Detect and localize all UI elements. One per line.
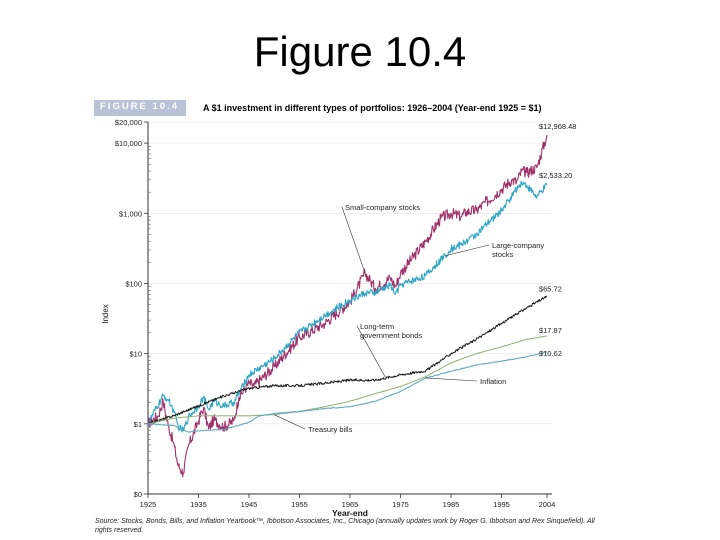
figure-label: FIGURE 10.4 [100, 101, 180, 112]
x-tick-label: 1935 [190, 500, 207, 509]
y-tick-label: $1 [134, 420, 142, 429]
series-end-label: $17.87 [539, 326, 562, 335]
annotation-small-company: Small-company stocks [345, 203, 420, 212]
x-axis-ticks: 1925 1935 1945 1955 1965 1975 1985 1995 2004 [140, 494, 556, 509]
series-end-label: $2,533.20 [539, 171, 572, 180]
annotation-leader-line [274, 414, 306, 430]
y-tick-label: $10 [129, 350, 142, 359]
y-tick-label: $20,000 [115, 118, 142, 127]
x-tick-label: 1925 [140, 500, 157, 509]
x-axis-label: Year-end [332, 508, 368, 517]
y-tick-label: $10,000 [115, 139, 142, 148]
y-gridlines [148, 121, 552, 495]
x-tick-label: 1945 [241, 500, 258, 509]
series-lines [147, 135, 548, 478]
series-line-lt-gov-bonds [147, 295, 548, 425]
series-line-large-company [147, 180, 548, 433]
y-tick-label: $1,000 [119, 209, 142, 218]
annotation-leader-line [425, 377, 478, 382]
annotation-leader-line [356, 325, 386, 378]
annotation-large-company: Large-company stocks [492, 241, 544, 259]
series-line-small-company [147, 135, 548, 478]
annotation-lt-gov-bonds: Long-term government bonds [360, 322, 422, 340]
x-tick-label: 2004 [539, 500, 556, 509]
series-end-label: $12,968.48 [539, 122, 577, 131]
slide-title: Figure 10.4 [253, 28, 467, 75]
annotation-leader-line [341, 206, 366, 274]
figure-caption: A $1 investment in different types of po… [203, 103, 542, 113]
annotation-leader-line [445, 244, 490, 256]
x-tick-label: 1965 [342, 500, 359, 509]
y-tick-label: $100 [125, 279, 142, 288]
series-line-inflation [147, 351, 548, 433]
y-axis-label: Index [101, 304, 110, 324]
figure-label-box [94, 100, 186, 116]
source-note: Source: Stocks, Bonds, Bills, and Inflat… [95, 518, 595, 534]
annotation-treasury-bills: Treasury bills [308, 425, 353, 434]
series-end-label: $10.62 [539, 349, 562, 358]
x-tick-label: 1955 [291, 500, 308, 509]
x-tick-label: 1985 [443, 500, 460, 509]
y-axis-ticks: $20,000 $10,000 $1,000 $100 $10 $1 $0 [115, 118, 151, 499]
x-tick-label: 1995 [493, 500, 510, 509]
series-end-labels: $12,968.48 $2,533.20 $65.72 $17.87 $10.62 [539, 122, 577, 358]
y-tick-label: $0 [134, 490, 142, 499]
series-end-label: $65.72 [539, 284, 562, 293]
series-annotations: Small-company stocks Large-company stocks L… [274, 203, 544, 434]
annotation-inflation: Inflation [480, 377, 506, 386]
x-tick-label: 1975 [392, 500, 409, 509]
series-line-treasury-bills [147, 335, 548, 425]
chart: $20,000 $10,000 $1,000 $100 $10 $1 $0 1925 1935… [101, 118, 577, 517]
